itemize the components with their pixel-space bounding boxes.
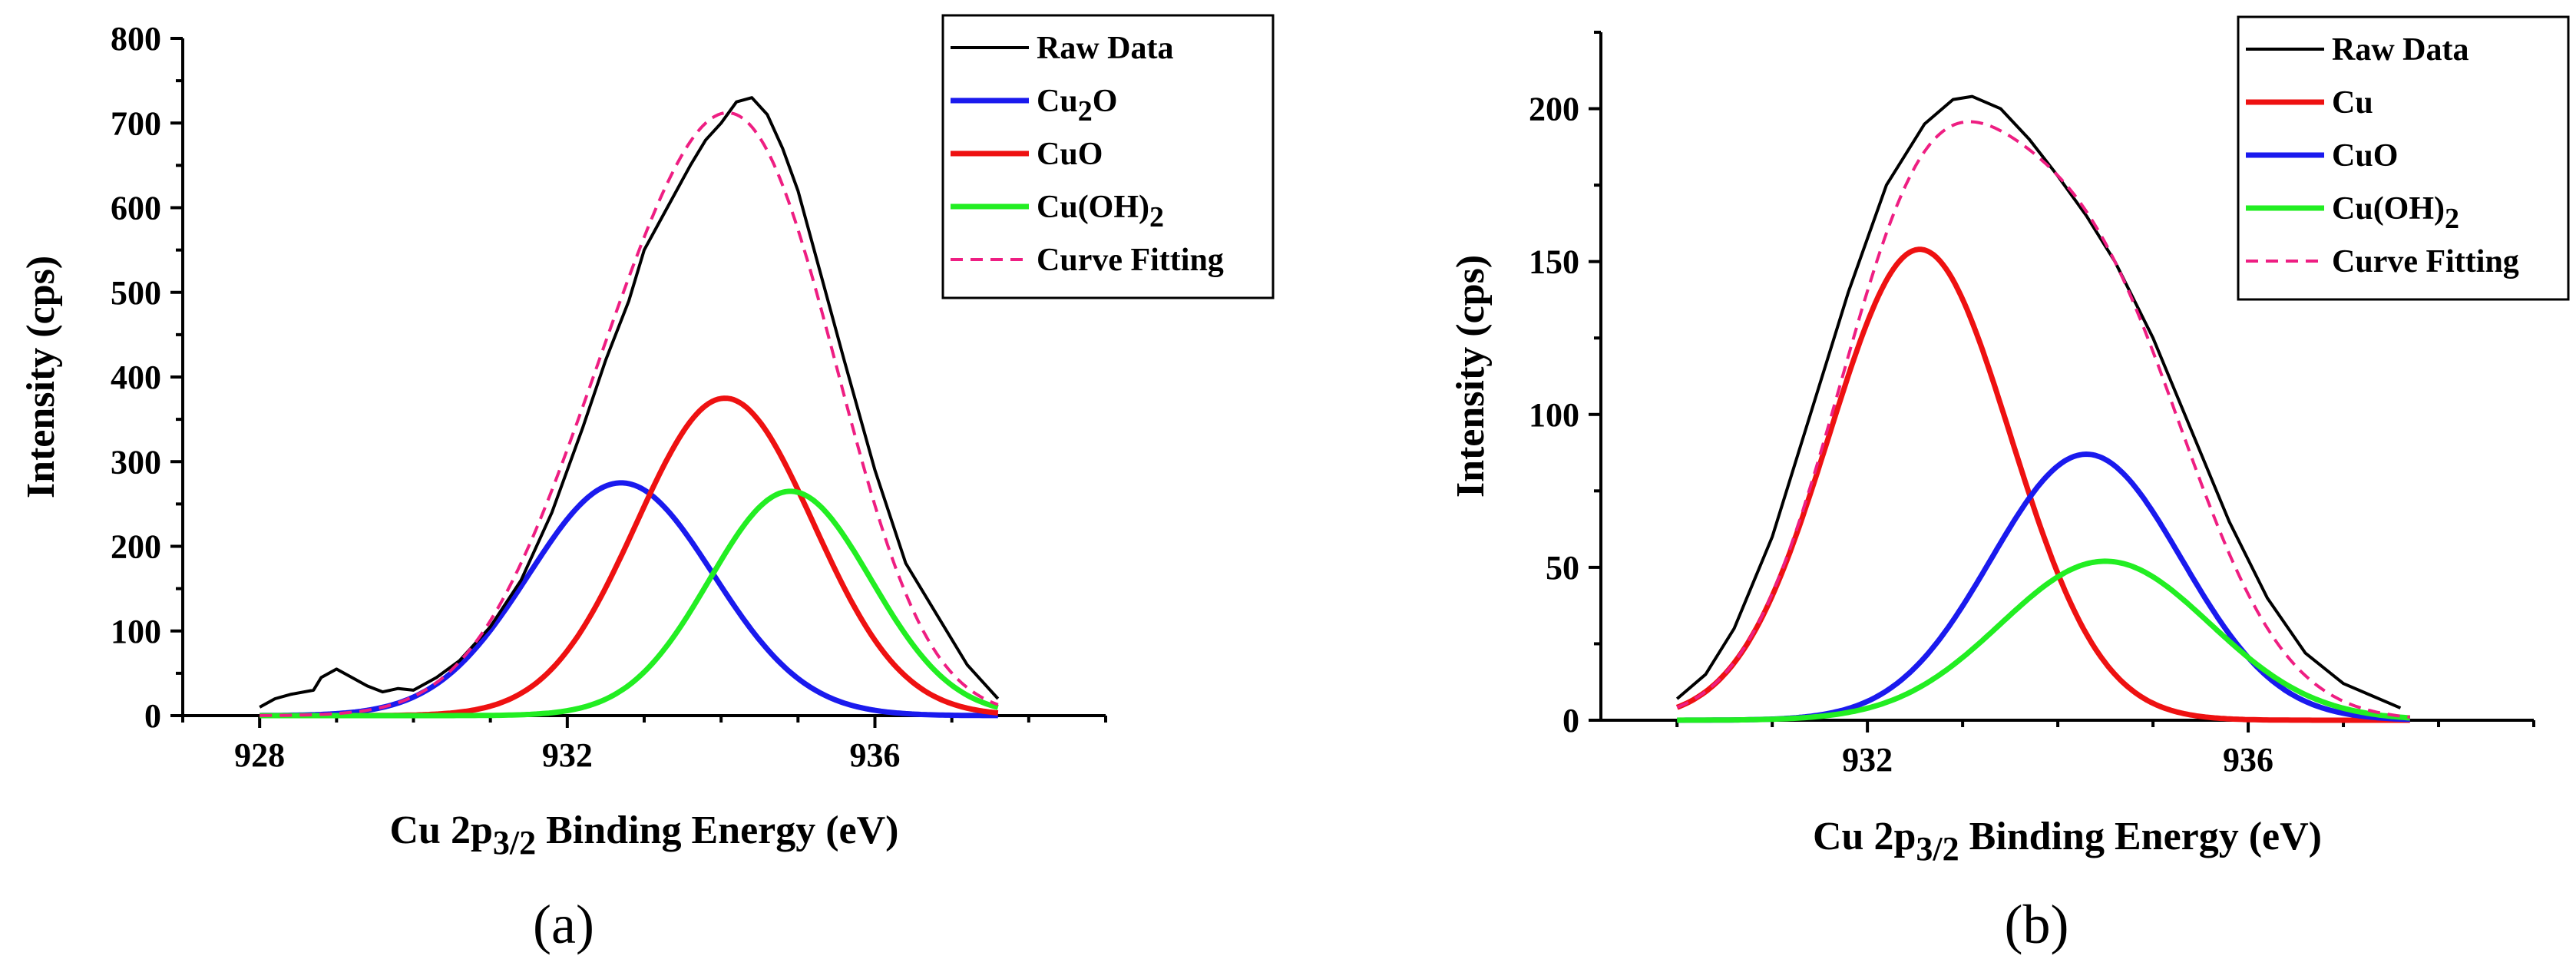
legend-entry-label: CuO — [2332, 138, 2398, 174]
legend-entry-label: Curve Fitting — [2332, 244, 2519, 279]
series-line-raw-data — [1675, 94, 2402, 709]
y-tick-label: 100 — [1529, 396, 1579, 434]
x-tick-label: 932 — [542, 736, 593, 774]
y-tick-label: 800 — [111, 20, 161, 58]
legend-entry-label: Cu(OH)2 — [1037, 190, 1164, 233]
y-axis-label: Intensity (cps) — [1449, 255, 1493, 498]
series-line-cu-oh-2 — [260, 488, 999, 719]
legend-box — [2237, 15, 2570, 301]
y-axis-label: Intensity (cps) — [19, 256, 63, 498]
y-tick-label: 200 — [111, 528, 161, 566]
legend-entry-label: Curve Fitting — [1037, 243, 1224, 278]
legend-entry-label: Cu(OH)2 — [2332, 191, 2459, 235]
series-line-raw-data — [259, 96, 1000, 709]
y-tick-label: 0 — [1562, 702, 1579, 739]
panel-label: (a) — [533, 894, 594, 955]
legend-box — [941, 14, 1275, 299]
x-tick-label: 932 — [1842, 741, 1893, 779]
x-tick-label: 936 — [850, 736, 901, 774]
y-tick-label: 150 — [1529, 243, 1579, 281]
legend-entry-label: Raw Data — [1037, 31, 1173, 66]
series-line-cuo — [260, 395, 999, 719]
legend-entry-label: CuO — [1037, 137, 1103, 172]
y-tick-label: 300 — [111, 443, 161, 481]
y-tick-label: 200 — [1529, 91, 1579, 128]
legend-entry-label: Cu — [2332, 85, 2373, 121]
legend: Raw Data Cu2O CuO Cu(OH)2 Curve Fitting — [941, 14, 1275, 299]
x-axis-label: Cu 2p3/2 Binding Energy (eV) — [1813, 815, 2322, 868]
x-tick-label: 928 — [234, 736, 285, 774]
series-line-curve-fitting — [1676, 120, 2410, 719]
y-tick-label: 600 — [111, 190, 161, 227]
y-tick-label: 50 — [1546, 549, 1579, 587]
y-tick-label: 100 — [111, 613, 161, 650]
y-tick-label: 0 — [144, 697, 161, 735]
panel-label: (b) — [2005, 894, 2069, 955]
y-tick-label: 500 — [111, 274, 161, 312]
legend-entry-label: Raw Data — [2332, 32, 2469, 68]
y-tick-label: 700 — [111, 104, 161, 142]
x-axis-label: Cu 2p3/2 Binding Energy (eV) — [389, 809, 898, 862]
y-tick-label: 400 — [111, 359, 161, 396]
series-line-curve-fitting — [260, 111, 999, 717]
series-line-cu2o — [260, 480, 998, 719]
legend: Raw Data Cu CuO Cu(OH)2 Curve Fitting — [2237, 15, 2570, 301]
x-tick-label: 936 — [2223, 741, 2273, 779]
legend-entry-label: Cu2O — [1037, 84, 1117, 127]
series-line-cu-oh-2 — [1677, 558, 2411, 723]
panel-b: 0 50 100 150 200 932 936 Cu 2p3/2 Binding Energ… — [1449, 15, 2570, 955]
series-line-cu — [1675, 246, 2410, 723]
panel-a: 0 100 200 300 400 500 600 700 800 928 932 936 Cu 2p3… — [19, 14, 1275, 955]
